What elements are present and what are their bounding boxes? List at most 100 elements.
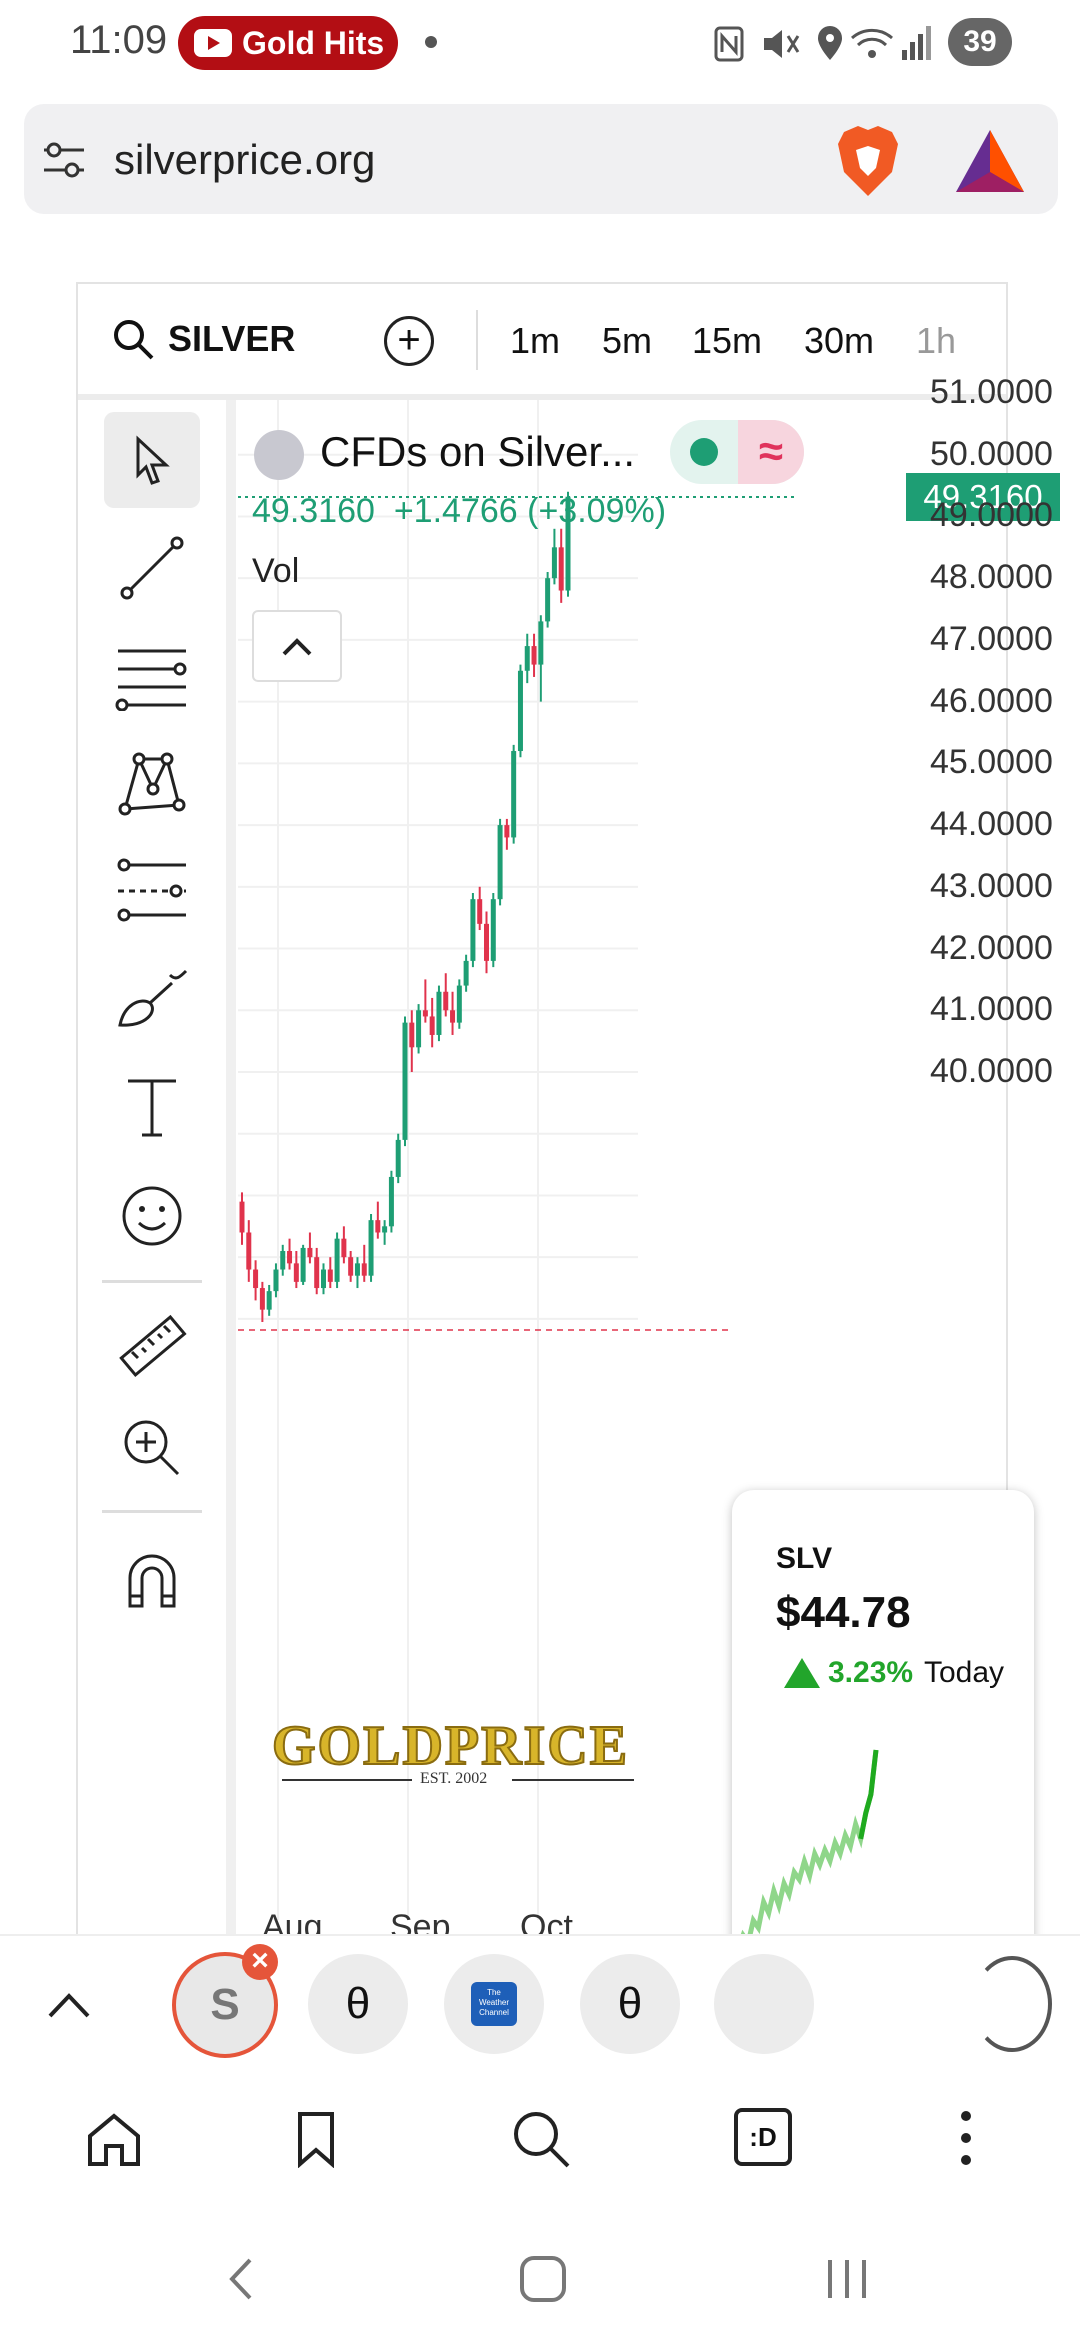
rail-divider <box>102 1510 202 1513</box>
candle <box>334 1238 340 1282</box>
search-icon[interactable] <box>112 318 154 360</box>
tab-theta-2[interactable]: θ <box>580 1954 680 2054</box>
collapse-legend-button[interactable] <box>252 610 342 682</box>
candle <box>470 899 476 961</box>
candle <box>558 547 564 591</box>
symbol-search-button[interactable]: SILVER <box>168 318 296 359</box>
bookmark-icon[interactable] <box>294 2110 338 2168</box>
new-tab-button[interactable] <box>972 1956 1052 2052</box>
tab-partial[interactable] <box>714 1954 814 2054</box>
theta-tab-icon: θ <box>345 1979 371 2028</box>
legend-toggle[interactable]: ≈ <box>670 420 804 484</box>
emoji-tool-button[interactable] <box>104 1168 200 1264</box>
candle <box>382 1226 388 1233</box>
wifi-icon <box>851 28 893 58</box>
magnet-tool-button[interactable] <box>104 1532 200 1628</box>
brave-shields-icon[interactable] <box>834 124 902 198</box>
prediction-icon <box>117 858 186 922</box>
tab-weather[interactable]: The Weather Channel <box>444 1954 544 2054</box>
expand-tabs-icon[interactable] <box>44 1988 94 2022</box>
price-axis-label: 49.0000 <box>930 496 1053 535</box>
measure-tool-button[interactable] <box>104 1300 200 1396</box>
candle <box>511 751 517 838</box>
candle <box>361 1263 367 1276</box>
price-axis-label: 45.0000 <box>930 743 1053 782</box>
last-price-line <box>238 495 798 1331</box>
timeframe-15m[interactable]: 15m <box>692 320 763 361</box>
media-notification-pill[interactable]: Gold Hits <box>178 16 398 70</box>
candle <box>436 991 442 1035</box>
candle <box>409 1022 415 1048</box>
brave-rewards-icon[interactable] <box>954 128 1026 194</box>
system-status-icons <box>714 26 931 62</box>
zoom-tool-button[interactable] <box>104 1400 200 1496</box>
nfc-icon <box>714 26 744 62</box>
youtube-icon <box>194 29 232 57</box>
price-axis-label: 50.0000 <box>930 434 1053 473</box>
chart-grid <box>238 400 638 1920</box>
tab-theta-1[interactable]: θ <box>308 1954 408 2054</box>
candle <box>463 960 469 986</box>
slv-change-pct: 3.23% <box>828 1656 914 1689</box>
clock: 11:09 <box>70 18 168 62</box>
address-bar[interactable]: silverprice.org <box>24 104 1058 214</box>
close-tab-icon[interactable]: × <box>242 1944 278 1980</box>
timeframe-1m[interactable]: 1m <box>510 320 561 361</box>
legend-price-row: 49.3160 +1.4766 (+3.09%) <box>252 492 666 531</box>
candle <box>395 1139 401 1177</box>
zoom-in-icon <box>124 1420 180 1476</box>
trend-line-tool-button[interactable] <box>104 520 200 616</box>
forecast-tool-button[interactable] <box>104 842 200 938</box>
tab-silverprice[interactable]: S <box>172 1952 278 2058</box>
candle <box>259 1288 265 1310</box>
timeframe-30m[interactable]: 30m <box>804 320 875 361</box>
market-open-icon <box>690 438 718 466</box>
battery-indicator: 39 <box>948 18 1012 66</box>
cursor-tool-button[interactable] <box>104 412 200 508</box>
fib-tool-button[interactable] <box>104 630 200 726</box>
candle <box>253 1269 259 1289</box>
silverprice-tab-icon: S <box>210 1980 240 2029</box>
site-settings-icon[interactable] <box>42 140 86 180</box>
legend-title[interactable]: CFDs on Silver... <box>320 428 636 475</box>
toolbar-divider <box>476 310 478 370</box>
more-icon[interactable] <box>954 2108 978 2168</box>
text-icon <box>128 1079 176 1137</box>
price-axis-label: 51.0000 <box>930 373 1053 411</box>
candlestick-chart[interactable] <box>238 400 1006 1960</box>
recents-icon[interactable] <box>822 2256 872 2302</box>
slv-price: $44.78 <box>776 1588 911 1637</box>
candle <box>354 1263 360 1276</box>
weather-channel-tab-icon: The Weather Channel <box>471 1982 517 2026</box>
candle <box>368 1220 374 1276</box>
compare-symbol-button[interactable]: + <box>384 316 434 366</box>
candle <box>293 1263 299 1282</box>
candle <box>456 985 462 1023</box>
tabs-icon[interactable]: :D <box>734 2108 792 2166</box>
candle <box>388 1176 394 1227</box>
candle <box>443 991 449 1011</box>
timeframe-1h[interactable]: 1h <box>916 320 957 361</box>
home-nav-icon[interactable] <box>518 2254 568 2304</box>
candle <box>477 899 483 924</box>
silver-symbol-icon <box>254 430 304 480</box>
candle <box>280 1251 286 1270</box>
price-chart[interactable]: CFDs on Silver... ≈ 49.3160 +1.4766 (+3.… <box>238 373 1060 1960</box>
candle <box>490 899 496 961</box>
status-bar: 11:09 Gold Hits 39 <box>0 0 1080 90</box>
pattern-tool-button[interactable] <box>104 736 200 832</box>
candle <box>538 621 544 665</box>
url-text[interactable]: silverprice.org <box>114 136 376 183</box>
logo-rule <box>512 1779 634 1781</box>
theta-tab-icon: θ <box>617 1979 643 2028</box>
timeframe-5m[interactable]: 5m <box>602 320 653 361</box>
search-icon[interactable] <box>510 2108 572 2170</box>
candle <box>375 1220 381 1233</box>
price-axis-label: 46.0000 <box>930 681 1053 720</box>
text-tool-button[interactable] <box>104 1060 200 1156</box>
sparkline-today-path <box>858 1749 879 1840</box>
candle <box>422 1010 428 1017</box>
brush-tool-button[interactable] <box>104 952 200 1048</box>
back-icon[interactable] <box>226 2256 256 2302</box>
home-icon[interactable] <box>84 2110 144 2168</box>
